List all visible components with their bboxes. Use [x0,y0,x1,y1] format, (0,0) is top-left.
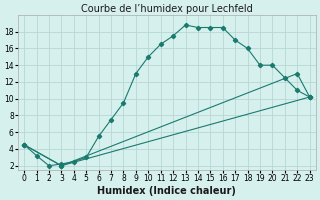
X-axis label: Humidex (Indice chaleur): Humidex (Indice chaleur) [98,186,236,196]
Title: Courbe de l’humidex pour Lechfeld: Courbe de l’humidex pour Lechfeld [81,4,253,14]
